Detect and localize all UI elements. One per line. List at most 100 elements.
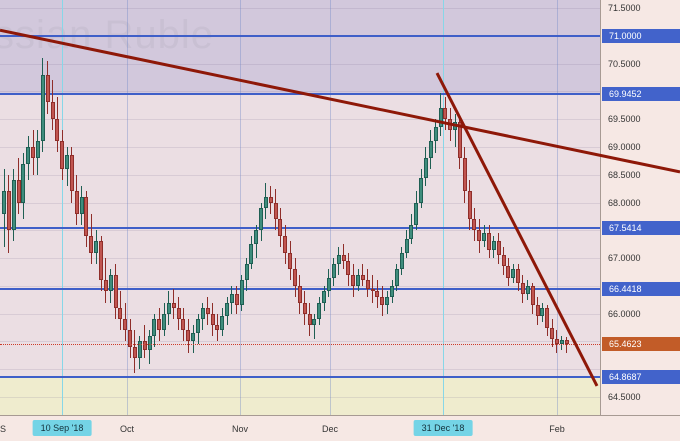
candle: [482, 233, 486, 241]
candle: [400, 253, 404, 270]
candle: [312, 319, 316, 325]
candle: [550, 328, 554, 339]
candle: [453, 122, 457, 130]
candle: [477, 230, 481, 241]
date-badge: 10 Sep '18: [33, 420, 92, 436]
candle: [196, 319, 200, 333]
candle: [283, 236, 287, 253]
price-level-badge: 69.9452: [602, 87, 680, 101]
candle: [118, 308, 122, 319]
candle: [51, 102, 55, 119]
price-tick-label: 68.5000: [601, 170, 680, 180]
candle: [65, 155, 69, 169]
candle: [157, 319, 161, 330]
candle-wick: [314, 314, 315, 339]
candle: [206, 308, 210, 314]
candle: [172, 303, 176, 309]
candle: [46, 75, 50, 103]
price-gridline: [0, 369, 600, 370]
candle: [12, 180, 16, 230]
candle: [361, 275, 365, 281]
time-axis[interactable]: S10 Sep '18OctNovDec31 Dec '18Feb: [0, 415, 680, 441]
candle: [211, 314, 215, 325]
candle: [463, 158, 467, 191]
price-tick-label: 68.0000: [601, 198, 680, 208]
candle: [2, 191, 6, 213]
candle: [225, 303, 229, 317]
candle: [162, 314, 166, 331]
candle: [497, 241, 501, 255]
price-gridline: [0, 314, 600, 315]
price-gridline: [0, 91, 600, 92]
candle: [405, 239, 409, 253]
candle: [26, 147, 30, 164]
candle: [346, 261, 350, 275]
candle: [536, 305, 540, 316]
candle: [70, 155, 74, 191]
price-gridline: [0, 175, 600, 176]
candle: [99, 241, 103, 280]
candle: [448, 119, 452, 130]
candle: [75, 191, 79, 213]
candle: [41, 75, 45, 142]
candle: [356, 275, 360, 286]
candle: [419, 178, 423, 203]
candle: [60, 141, 64, 169]
candle-wick: [455, 114, 456, 147]
candle: [186, 330, 190, 341]
candle: [390, 286, 394, 297]
price-tick-label: 64.5000: [601, 392, 680, 402]
candle: [31, 147, 35, 158]
candle: [21, 164, 25, 203]
candle: [545, 308, 549, 327]
price-level-badge: 64.8687: [602, 370, 680, 384]
candle: [181, 319, 185, 330]
candle: [215, 325, 219, 331]
candle: [468, 191, 472, 219]
price-gridline: [0, 341, 600, 342]
candle: [201, 308, 205, 319]
price-tick-label: 69.0000: [601, 142, 680, 152]
price-axis[interactable]: 71.000069.945267.541466.441864.868771.50…: [600, 0, 680, 415]
month-gridline: [557, 0, 558, 415]
candle: [17, 180, 21, 202]
candle: [7, 191, 11, 230]
candle: [526, 286, 530, 294]
time-label: S: [0, 424, 6, 434]
plot-area[interactable]: ssian Ruble: [0, 0, 600, 415]
candle: [109, 275, 113, 292]
candle: [114, 275, 118, 308]
price-gridline: [0, 147, 600, 148]
last-price-badge: 65.4623: [602, 337, 680, 351]
candle: [220, 316, 224, 330]
date-badge: 31 Dec '18: [414, 420, 473, 436]
candle: [434, 127, 438, 141]
price-gridline: [0, 119, 600, 120]
candle: [531, 286, 535, 305]
candle: [245, 264, 249, 281]
price-level-line[interactable]: [0, 35, 600, 37]
price-level-line[interactable]: [0, 93, 600, 95]
price-tick-label: 67.0000: [601, 253, 680, 263]
candle: [375, 291, 379, 297]
candle: [424, 158, 428, 177]
candle: [94, 241, 98, 252]
time-label: Dec: [322, 424, 338, 434]
candle: [409, 225, 413, 239]
candle: [298, 286, 302, 303]
month-gridline: [127, 0, 128, 415]
candle: [84, 197, 88, 236]
price-level-line[interactable]: [0, 376, 600, 378]
candle: [516, 269, 520, 283]
last-price-line: [0, 344, 600, 345]
candle: [472, 219, 476, 230]
candle: [288, 253, 292, 270]
candle: [337, 255, 341, 263]
candle: [414, 203, 418, 225]
candle: [254, 230, 258, 244]
candle: [351, 275, 355, 286]
candle: [264, 197, 268, 208]
candle: [380, 297, 384, 305]
price-band: [0, 377, 600, 415]
candle: [521, 283, 525, 294]
